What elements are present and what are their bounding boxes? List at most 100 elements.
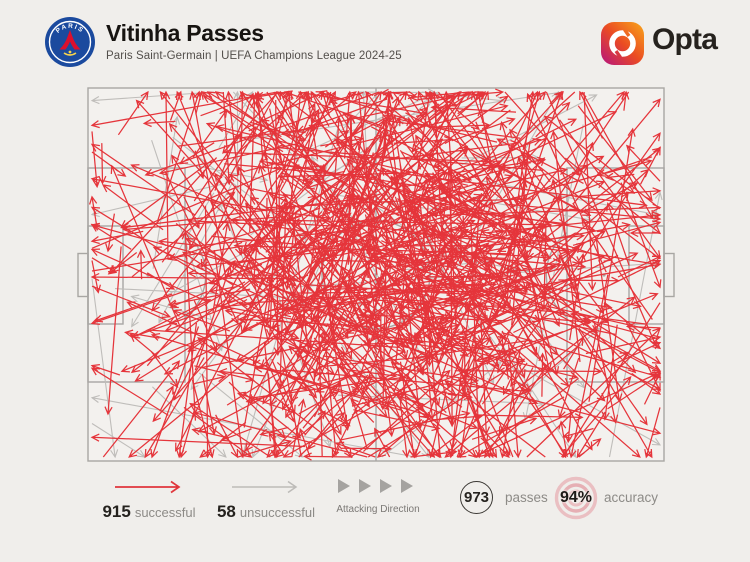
pass-arrow: [471, 164, 489, 200]
pass-arrow: [451, 117, 516, 142]
pass-arrow: [498, 333, 510, 380]
right-goal: [663, 252, 675, 298]
pass-arrow: [505, 289, 613, 311]
pass-arrow: [408, 90, 433, 227]
pass-arrow: [90, 433, 306, 448]
pass-arrow: [102, 360, 181, 458]
pass-arrow: [407, 170, 447, 214]
pass-arrow: [508, 203, 662, 223]
pass-arrow: [410, 448, 458, 458]
pass-arrow: [440, 174, 514, 200]
pass-arrow: [521, 223, 545, 253]
pass-arrow: [575, 187, 662, 198]
pass-arrow: [159, 385, 174, 412]
attacking-direction-label: Attacking Direction: [336, 504, 420, 515]
pass-arrow: [268, 162, 438, 192]
pass-arrow: [285, 254, 365, 419]
pass-arrow: [484, 290, 499, 318]
pass-arrow: [498, 367, 534, 436]
pass-arrow: [428, 391, 447, 459]
pass-arrow: [588, 127, 636, 402]
pass-arrow: [639, 146, 661, 185]
pass-arrow: [271, 213, 372, 330]
pass-arrow: [219, 302, 253, 311]
pass-arrow: [572, 98, 661, 205]
pass-arrow: [150, 332, 404, 412]
pass-arrow: [152, 246, 328, 328]
pass-arrow: [175, 90, 230, 218]
unsuccessful-arrow-icon: [232, 480, 298, 494]
passes-label: passes: [505, 490, 548, 505]
pass-arrow: [482, 253, 662, 365]
pass-arrow: [135, 99, 276, 255]
pass-arrow: [291, 398, 307, 458]
pass-arrow: [158, 142, 301, 176]
pass-arrow: [405, 197, 559, 356]
pass-arrow: [157, 90, 201, 221]
pass-arrow: [90, 367, 169, 416]
pass-arrow: [505, 90, 536, 286]
pass-arrow: [201, 91, 329, 192]
pass-arrow: [538, 352, 547, 397]
pass-arrow: [187, 217, 272, 226]
pass-arrow: [266, 218, 276, 338]
pass-arrow: [392, 250, 425, 273]
pass-arrow: [334, 441, 376, 458]
pass-arrow: [167, 281, 246, 325]
pass-arrow: [146, 259, 236, 367]
svg-text:PARIS: PARIS: [55, 23, 85, 35]
pass-arrow: [295, 346, 420, 401]
pass-arrow: [508, 224, 560, 328]
pass-arrow: [335, 298, 358, 330]
pass-arrow: [364, 362, 414, 382]
pass-arrow: [542, 276, 573, 290]
legend-unsuccessful: 58 unsuccessful: [212, 479, 320, 522]
pass-arrow: [291, 241, 344, 336]
pass-arrow: [423, 388, 473, 401]
successful-arrow-icon: [115, 480, 181, 494]
pass-arrow: [425, 252, 639, 350]
pass-arrow: [380, 152, 436, 206]
pass-arrow: [349, 183, 372, 213]
pass-arrow: [438, 193, 483, 214]
passes-total-value: 973: [463, 489, 490, 506]
pass-arrow: [151, 140, 224, 352]
successful-count: 915: [102, 502, 131, 521]
pass-arrow: [593, 321, 619, 424]
pass-arrow: [260, 119, 328, 162]
pass-arrow: [411, 203, 662, 217]
pass-arrow: [404, 271, 424, 429]
pass-arrow: [474, 413, 584, 422]
pass-arrow: [298, 427, 311, 458]
pass-arrow: [228, 381, 286, 439]
pass-arrow: [365, 284, 386, 327]
pass-arrow: [453, 180, 606, 242]
pass-arrow: [142, 118, 176, 128]
pass-arrow: [254, 91, 288, 100]
pass-arrow: [324, 152, 374, 346]
pass-arrow: [136, 249, 146, 280]
pass-arrow: [193, 410, 368, 458]
pass-arrow: [253, 364, 288, 373]
pass-arrow: [193, 300, 218, 352]
pass-arrow: [90, 91, 279, 129]
pass-arrow: [502, 157, 546, 199]
pass-arrow: [310, 90, 330, 127]
pass-arrow: [220, 428, 252, 442]
pass-arrow: [326, 288, 367, 311]
pass-arrow: [298, 391, 340, 415]
accuracy-value: 94%: [559, 489, 593, 506]
pass-arrow: [185, 238, 353, 329]
pass-arrow: [371, 344, 463, 408]
pass-arrow: [215, 414, 239, 459]
pass-arrow: [351, 263, 392, 319]
pass-arrow: [471, 338, 500, 368]
pass-arrow: [439, 264, 642, 310]
pass-arrow: [356, 334, 385, 364]
pass-arrow: [456, 91, 487, 117]
pass-arrow: [371, 126, 473, 181]
pass-arrow: [322, 231, 373, 263]
pass-arrow: [399, 307, 470, 379]
pass-arrow: [604, 172, 635, 181]
